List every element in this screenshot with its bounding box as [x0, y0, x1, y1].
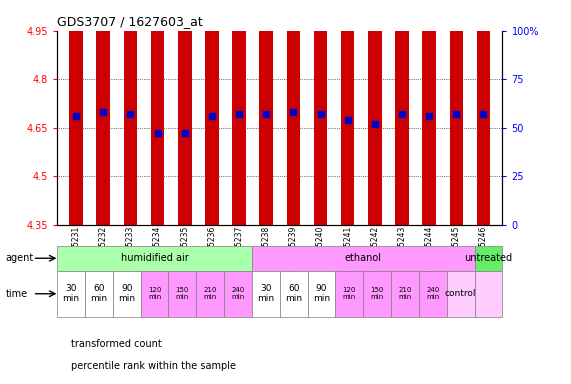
Text: percentile rank within the sample: percentile rank within the sample — [71, 361, 236, 371]
Point — [262, 111, 271, 117]
Bar — [124, 0, 137, 225]
Text: humidified air: humidified air — [120, 253, 188, 263]
FancyBboxPatch shape — [196, 271, 224, 317]
Text: 150
min: 150 min — [371, 287, 384, 300]
Bar — [151, 0, 164, 225]
Point — [71, 113, 81, 119]
FancyBboxPatch shape — [252, 271, 280, 317]
Text: time: time — [6, 289, 28, 299]
Text: 120
min: 120 min — [148, 287, 161, 300]
Bar — [178, 0, 191, 225]
FancyBboxPatch shape — [113, 271, 140, 317]
FancyBboxPatch shape — [475, 271, 502, 317]
Text: 90
min: 90 min — [118, 284, 135, 303]
Bar — [423, 0, 436, 225]
Bar — [96, 0, 110, 225]
Point — [153, 131, 162, 137]
Bar — [368, 0, 381, 225]
FancyBboxPatch shape — [447, 271, 475, 317]
Text: control: control — [445, 289, 476, 298]
FancyBboxPatch shape — [475, 246, 502, 271]
Text: transformed count: transformed count — [71, 339, 162, 349]
FancyBboxPatch shape — [252, 246, 475, 271]
FancyBboxPatch shape — [363, 271, 391, 317]
Text: 30
min: 30 min — [258, 284, 275, 303]
Point — [207, 113, 216, 119]
FancyBboxPatch shape — [140, 271, 168, 317]
Text: 60
min: 60 min — [90, 284, 107, 303]
Point — [397, 111, 407, 117]
Point — [370, 121, 379, 127]
Bar — [477, 0, 490, 225]
FancyBboxPatch shape — [336, 271, 363, 317]
Point — [343, 117, 352, 123]
Bar — [395, 0, 409, 225]
Text: 240
min: 240 min — [231, 287, 244, 300]
Bar — [341, 0, 355, 225]
Bar — [287, 0, 300, 225]
FancyBboxPatch shape — [391, 271, 419, 317]
Text: 240
min: 240 min — [427, 287, 440, 300]
FancyBboxPatch shape — [280, 271, 308, 317]
Bar — [232, 0, 246, 225]
Bar — [449, 0, 463, 225]
FancyBboxPatch shape — [308, 271, 336, 317]
Point — [126, 111, 135, 117]
Text: 120
min: 120 min — [343, 287, 356, 300]
Point — [180, 131, 190, 137]
Point — [452, 111, 461, 117]
Text: 30
min: 30 min — [62, 284, 79, 303]
Text: 210
min: 210 min — [203, 287, 217, 300]
Point — [235, 111, 244, 117]
Bar — [69, 0, 83, 225]
FancyBboxPatch shape — [224, 271, 252, 317]
Bar — [205, 0, 219, 225]
Text: 210
min: 210 min — [399, 287, 412, 300]
Point — [289, 109, 298, 115]
FancyBboxPatch shape — [57, 271, 85, 317]
Text: agent: agent — [6, 253, 34, 263]
Bar — [313, 0, 327, 225]
FancyBboxPatch shape — [85, 271, 113, 317]
Text: 150
min: 150 min — [176, 287, 189, 300]
Point — [99, 109, 108, 115]
Text: 60
min: 60 min — [285, 284, 302, 303]
Text: GDS3707 / 1627603_at: GDS3707 / 1627603_at — [57, 15, 203, 28]
Point — [479, 111, 488, 117]
FancyBboxPatch shape — [57, 246, 252, 271]
Text: ethanol: ethanol — [345, 253, 382, 263]
Text: untreated: untreated — [464, 253, 513, 263]
Point — [316, 111, 325, 117]
FancyBboxPatch shape — [419, 271, 447, 317]
Bar — [259, 0, 273, 225]
FancyBboxPatch shape — [168, 271, 196, 317]
Point — [425, 113, 434, 119]
Text: 90
min: 90 min — [313, 284, 330, 303]
